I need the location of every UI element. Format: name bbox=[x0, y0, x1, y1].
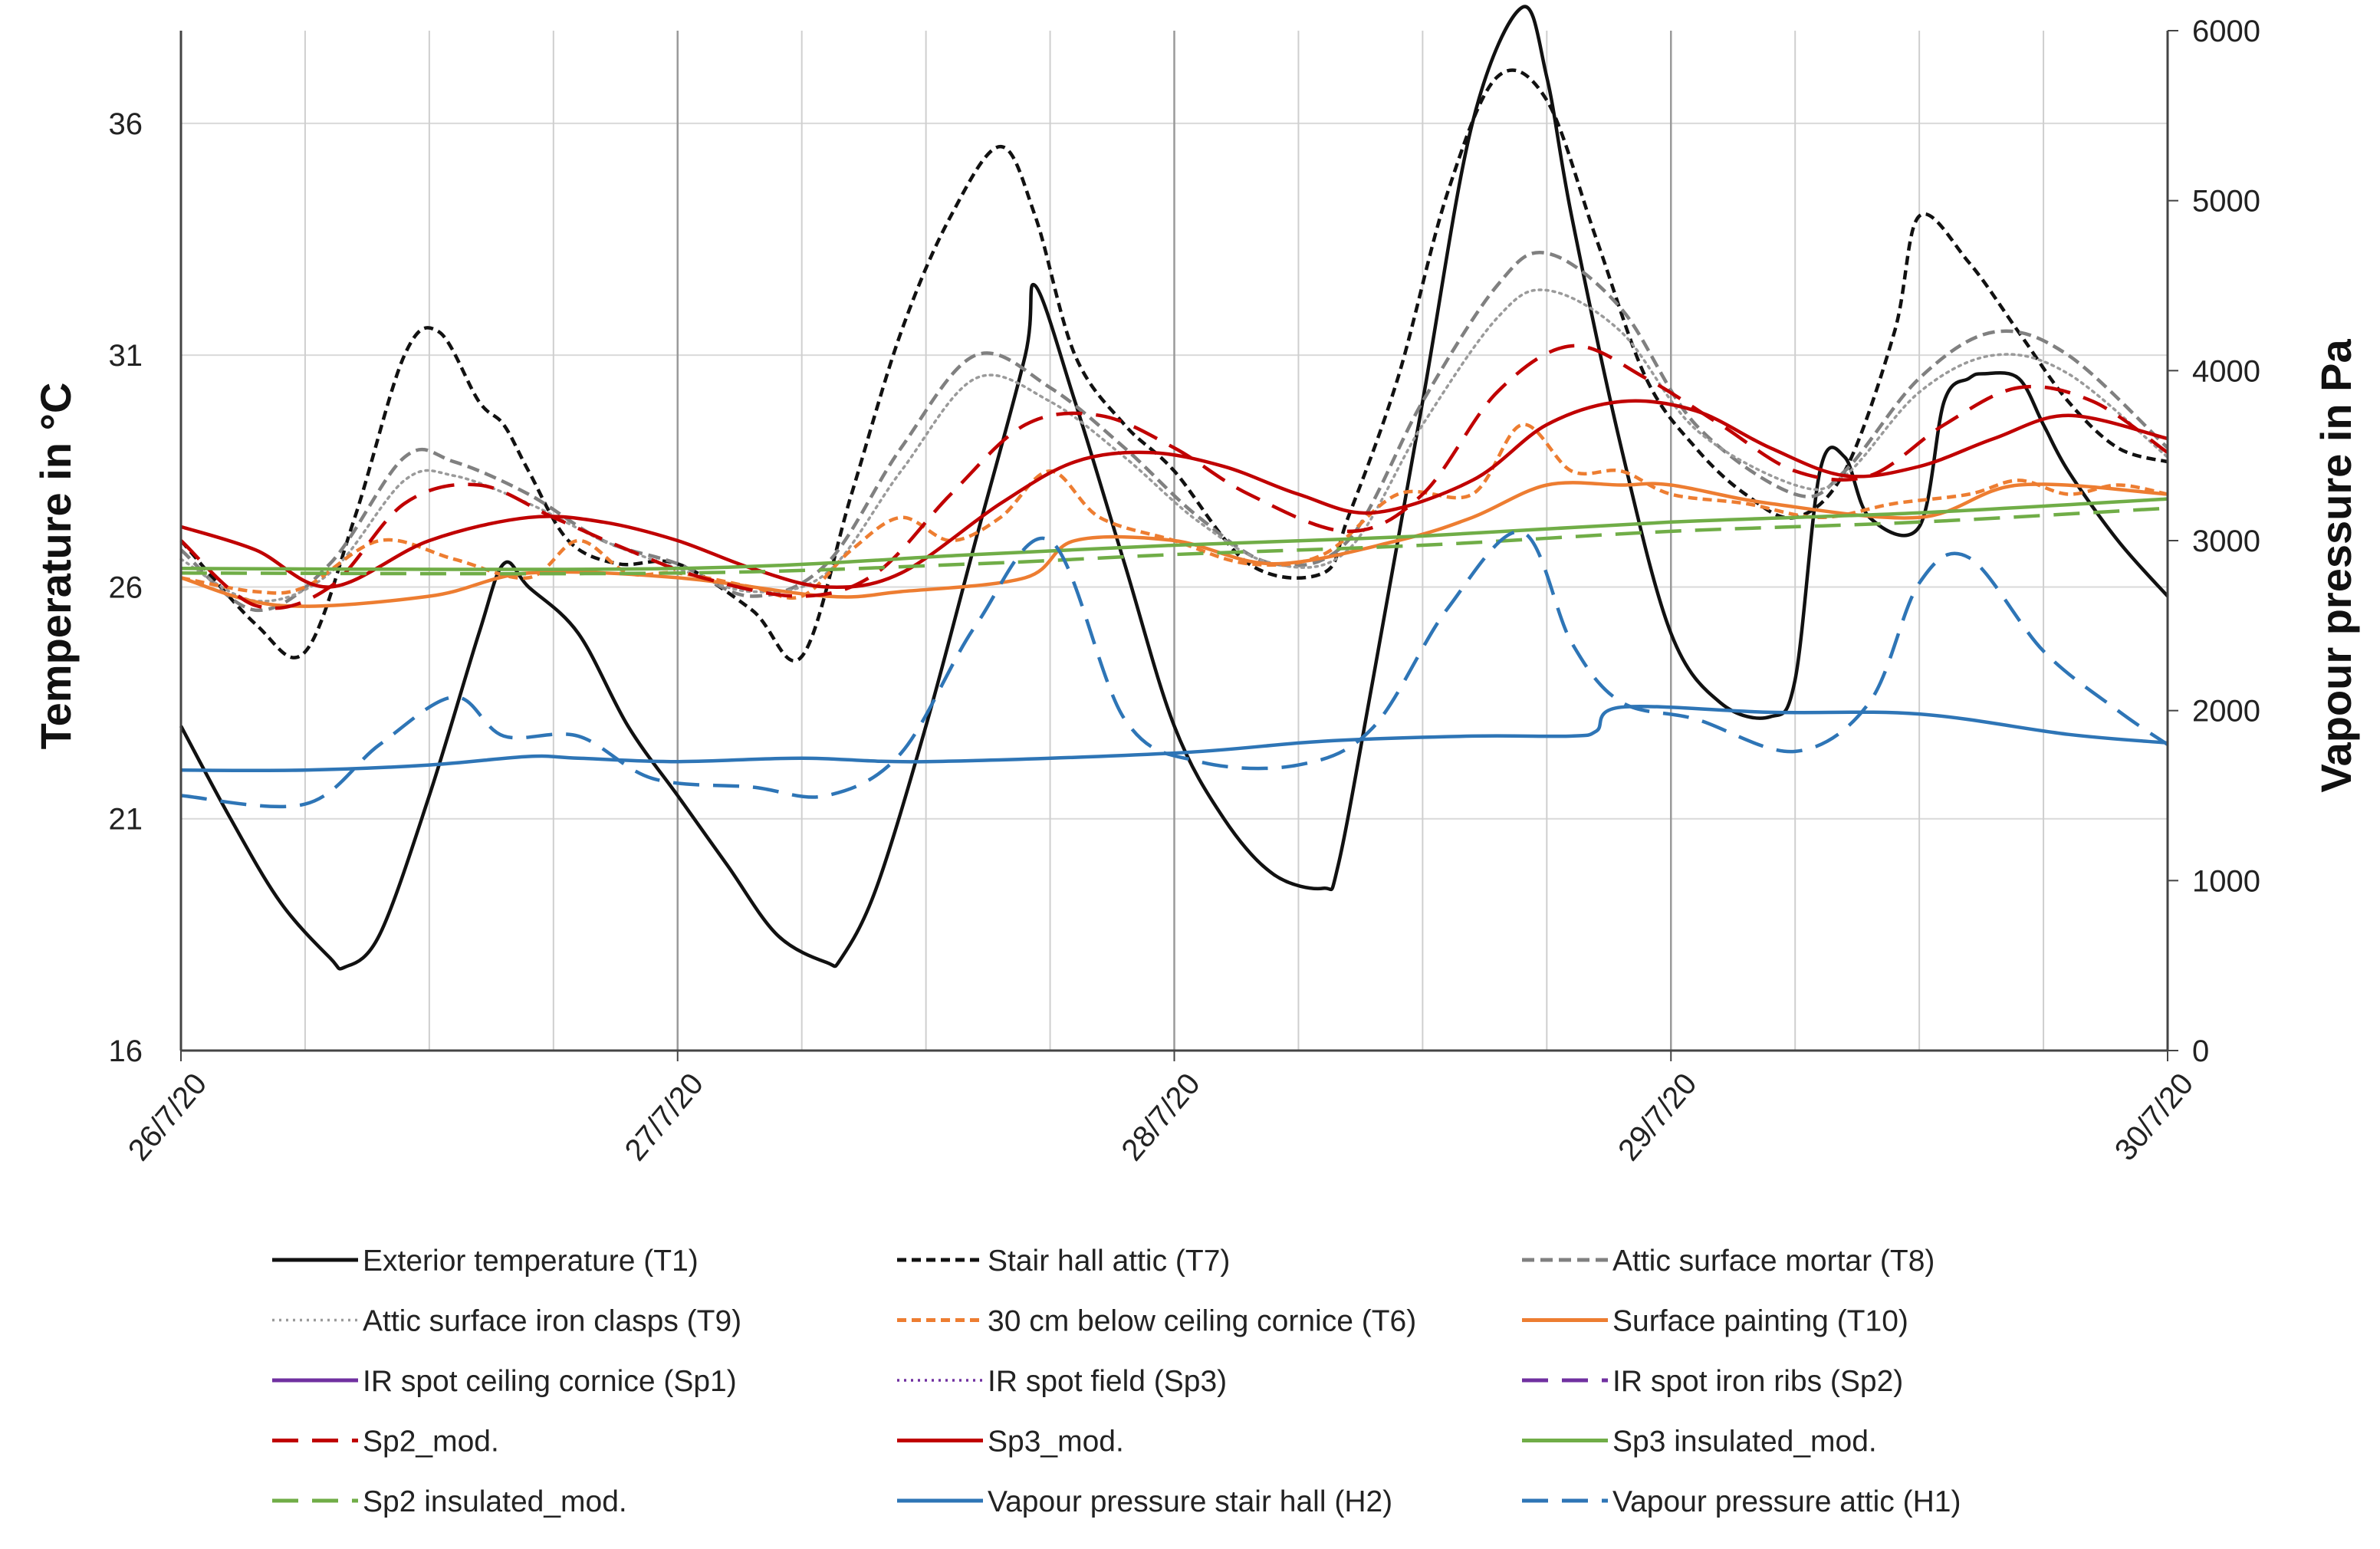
legend-label: Attic surface iron clasps (T9) bbox=[363, 1305, 741, 1338]
legend-label: Sp3_mod. bbox=[988, 1426, 1124, 1459]
legend-label: Attic surface mortar (T8) bbox=[1612, 1245, 1935, 1278]
right-tick-label: 0 bbox=[2192, 1034, 2209, 1068]
legend-label: Vapour pressure stair hall (H2) bbox=[988, 1485, 1392, 1518]
legend-label: Vapour pressure attic (H1) bbox=[1612, 1485, 1961, 1518]
series-line-10 bbox=[180, 399, 2168, 590]
legend-label: IR spot iron ribs (Sp2) bbox=[1612, 1365, 1903, 1398]
right-tick-label: 6000 bbox=[2192, 15, 2260, 48]
series-line-11 bbox=[180, 497, 2168, 571]
left-tick-label: 26 bbox=[109, 571, 143, 604]
series-line-13 bbox=[180, 704, 2168, 773]
legend-label: Exterior temperature (T1) bbox=[363, 1245, 699, 1278]
right-tick-label: 4000 bbox=[2192, 354, 2260, 388]
legend-label: 30 cm below ceiling cornice (T6) bbox=[988, 1305, 1416, 1338]
legend-label: IR spot field (Sp3) bbox=[988, 1365, 1227, 1398]
series-line-0 bbox=[179, 5, 2169, 971]
left-tick-label: 21 bbox=[109, 803, 143, 837]
series-line-9 bbox=[179, 344, 2169, 610]
series-layer bbox=[179, 5, 2169, 971]
legend-label: IR spot ceiling cornice (Sp1) bbox=[363, 1365, 737, 1398]
series-line-4 bbox=[180, 423, 2168, 600]
right-tick-label: 3000 bbox=[2192, 525, 2260, 558]
legend-label: Surface painting (T10) bbox=[1612, 1305, 1908, 1338]
right-tick-label: 2000 bbox=[2192, 695, 2260, 728]
series-line-12 bbox=[180, 506, 2168, 576]
legend-label: Stair hall attic (T7) bbox=[988, 1245, 1230, 1278]
right-tick-label: 5000 bbox=[2192, 185, 2260, 219]
legend: Exterior temperature (T1) Stair hall atti… bbox=[272, 1245, 1961, 1518]
legend-label: Sp2_mod. bbox=[363, 1426, 499, 1459]
left-tick-label: 36 bbox=[109, 107, 143, 141]
series-line-2 bbox=[179, 251, 2169, 613]
left-axis-title: Temperature in °C bbox=[31, 383, 80, 750]
left-tick-label: 31 bbox=[109, 339, 143, 373]
legend-label: Sp2 insulated_mod. bbox=[363, 1485, 627, 1518]
legend-label: Sp3 insulated_mod. bbox=[1612, 1426, 1877, 1459]
right-axis-title: Vapour pressure in Pa bbox=[2312, 338, 2360, 792]
right-tick-label: 1000 bbox=[2192, 864, 2260, 898]
axes bbox=[179, 30, 2178, 1061]
series-line-14 bbox=[180, 530, 2169, 809]
series-line-5 bbox=[180, 481, 2168, 608]
left-tick-label: 16 bbox=[109, 1034, 143, 1068]
